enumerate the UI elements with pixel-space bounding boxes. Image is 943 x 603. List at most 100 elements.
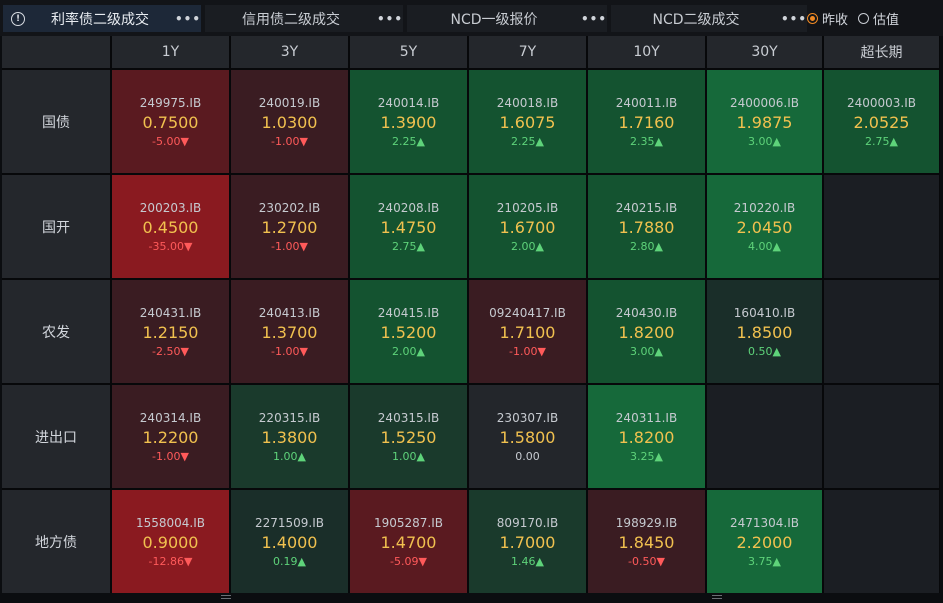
bond-code: 240431.IB [139,305,202,320]
more-icon[interactable]: ••• [781,11,808,26]
yield-value: 1.7000 [499,532,556,552]
yield-matrix: 1Y 3Y 5Y 7Y 10Y 30Y 超长期 国债 249975.IB 0.750… [2,36,940,593]
quote-cell[interactable]: 2400006.IB 1.9875 3.00▲ [707,70,822,173]
tab-credit-bond-trades[interactable]: 信用债二级成交 ••• [205,5,403,32]
change-value: 1.46▲ [511,554,544,568]
quote-cell[interactable]: 210220.IB 2.0450 4.00▲ [707,175,822,278]
quote-cell[interactable]: 240311.IB 1.8200 3.25▲ [588,385,705,488]
quote-cell[interactable]: 2471304.IB 2.2000 3.75▲ [707,490,822,593]
change-value: 1.00▲ [273,449,306,463]
radio-label: 昨收 [822,13,849,28]
corner-header [2,36,110,68]
tab-label: NCD二级成交 [652,11,740,28]
yield-value: 0.4500 [142,217,199,237]
yield-value: 1.2700 [261,217,318,237]
quote-cell[interactable]: 1558004.IB 0.9000 -12.86▼ [112,490,229,593]
yield-value: 1.7880 [618,217,675,237]
tab-ncd-primary-quotes[interactable]: NCD一级报价 ••• [407,5,607,32]
bond-code: 230202.IB [258,200,321,215]
yield-value: 1.3800 [261,427,318,447]
empty-cell [824,490,939,593]
column-header: 3Y [231,36,348,68]
yield-value: 1.0300 [261,112,318,132]
yield-value: 1.4750 [380,217,437,237]
bond-code: 240215.IB [615,200,678,215]
quote-cell[interactable]: 198929.IB 1.8450 -0.50▼ [588,490,705,593]
change-value: -1.00▼ [271,344,308,358]
bond-code: 200203.IB [139,200,202,215]
tab-rate-bond-trades[interactable]: ! 利率债二级成交 ••• [3,5,201,32]
change-value: -1.00▼ [271,239,308,253]
yield-value: 1.6700 [499,217,556,237]
bond-code: 240018.IB [496,95,559,110]
info-icon[interactable]: ! [11,11,25,26]
yield-value: 0.7500 [142,112,199,132]
price-basis-radio-group: 昨收 估值 [807,5,899,32]
change-value: 2.35▲ [630,134,663,148]
tab-label: NCD一级报价 [450,11,538,28]
quote-cell[interactable]: 240019.IB 1.0300 -1.00▼ [231,70,348,173]
bond-code: 2400006.IB [729,95,800,110]
quote-cell[interactable]: 09240417.IB 1.7100 -1.00▼ [469,280,586,383]
more-icon[interactable]: ••• [175,11,202,26]
bond-code: 210220.IB [733,200,796,215]
quote-cell[interactable]: 240018.IB 1.6075 2.25▲ [469,70,586,173]
yield-value: 1.8500 [736,322,793,342]
bond-code: 220315.IB [258,410,321,425]
more-icon[interactable]: ••• [581,11,608,26]
change-value: -5.09▼ [390,554,427,568]
yield-value: 1.2200 [142,427,199,447]
quote-cell[interactable]: 240215.IB 1.7880 2.80▲ [588,175,705,278]
column-header: 1Y [112,36,229,68]
quote-cell[interactable]: 2271509.IB 1.4000 0.19▲ [231,490,348,593]
change-value: 1.00▲ [392,449,425,463]
yield-value: 1.6075 [499,112,556,132]
column-header: 7Y [469,36,586,68]
quote-cell[interactable]: 240415.IB 1.5200 2.00▲ [350,280,467,383]
bond-code: 2471304.IB [729,515,800,530]
empty-cell [824,385,939,488]
change-value: -2.50▼ [152,344,189,358]
change-value: 2.80▲ [630,239,663,253]
radio-unchecked-icon [858,13,870,24]
change-value: -1.00▼ [509,344,546,358]
radio-prev-close[interactable]: 昨收 [807,9,848,28]
resize-grip-icon[interactable] [712,595,722,599]
column-header: 10Y [588,36,705,68]
radio-checked-icon [807,13,818,24]
quote-cell[interactable]: 249975.IB 0.7500 -5.00▼ [112,70,229,173]
more-icon[interactable]: ••• [377,11,404,26]
quote-cell[interactable]: 1905287.IB 1.4700 -5.09▼ [350,490,467,593]
quote-cell[interactable]: 240314.IB 1.2200 -1.00▼ [112,385,229,488]
change-value: 4.00▲ [748,239,781,253]
yield-value: 1.4000 [261,532,318,552]
resize-grip-icon[interactable] [221,595,231,599]
quote-cell[interactable]: 240014.IB 1.3900 2.25▲ [350,70,467,173]
tab-ncd-secondary-trades[interactable]: NCD二级成交 ••• [611,5,807,32]
yield-value: 2.2000 [736,532,793,552]
radio-valuation[interactable]: 估值 [858,9,899,28]
change-value: -12.86▼ [148,554,193,568]
quote-cell[interactable]: 240431.IB 1.2150 -2.50▼ [112,280,229,383]
quote-cell[interactable]: 240208.IB 1.4750 2.75▲ [350,175,467,278]
quote-cell[interactable]: 2400003.IB 2.0525 2.75▲ [824,70,939,173]
quote-cell[interactable]: 809170.IB 1.7000 1.46▲ [469,490,586,593]
quote-cell[interactable]: 220315.IB 1.3800 1.00▲ [231,385,348,488]
quote-cell[interactable]: 240011.IB 1.7160 2.35▲ [588,70,705,173]
quote-cell[interactable]: 240315.IB 1.5250 1.00▲ [350,385,467,488]
quote-cell[interactable]: 200203.IB 0.4500 -35.00▼ [112,175,229,278]
row-header: 进出口 [2,385,110,488]
quote-cell[interactable]: 210205.IB 1.6700 2.00▲ [469,175,586,278]
bond-code: 09240417.IB [489,305,566,320]
change-value: 2.75▲ [865,134,898,148]
quote-cell[interactable]: 240413.IB 1.3700 -1.00▼ [231,280,348,383]
column-header: 30Y [707,36,822,68]
quote-cell[interactable]: 230202.IB 1.2700 -1.00▼ [231,175,348,278]
quote-cell[interactable]: 240430.IB 1.8200 3.00▲ [588,280,705,383]
bond-code: 240208.IB [377,200,440,215]
change-value: 2.25▲ [511,134,544,148]
bond-code: 230307.IB [496,410,559,425]
quote-cell[interactable]: 230307.IB 1.5800 0.00 [469,385,586,488]
quote-cell[interactable]: 160410.IB 1.8500 0.50▲ [707,280,822,383]
radio-label: 估值 [873,13,900,28]
